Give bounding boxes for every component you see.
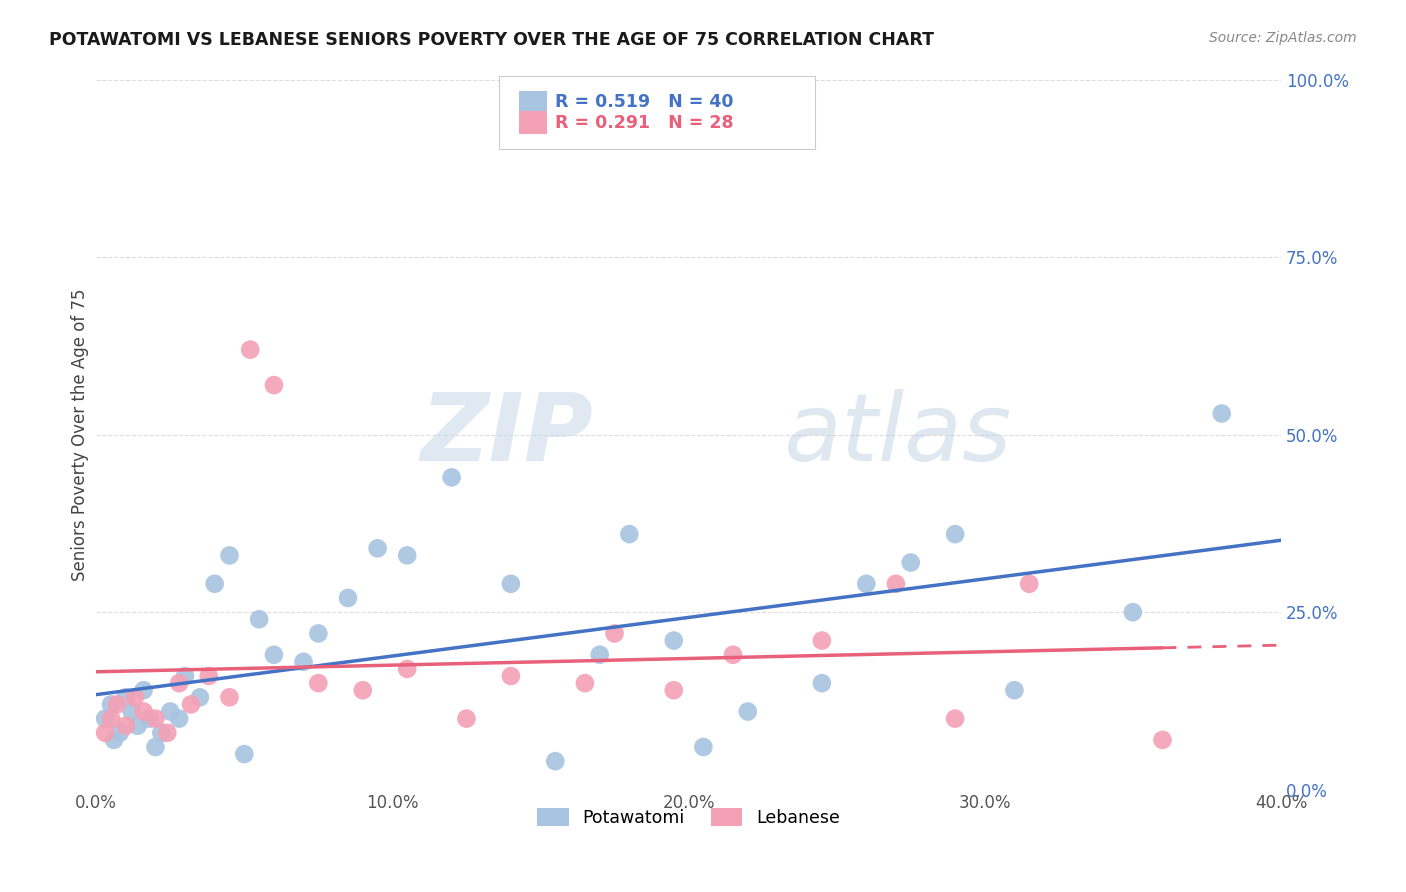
Point	[188, 690, 211, 705]
Point	[574, 676, 596, 690]
Point	[943, 712, 966, 726]
Point	[619, 527, 641, 541]
Point	[94, 726, 117, 740]
Text: R = 0.519   N = 40: R = 0.519 N = 40	[555, 93, 734, 112]
Point	[544, 754, 567, 768]
Point	[662, 633, 685, 648]
Point	[247, 612, 270, 626]
Point	[499, 576, 522, 591]
Point	[180, 698, 202, 712]
Point	[292, 655, 315, 669]
Point	[132, 705, 155, 719]
Point	[307, 676, 329, 690]
Point	[103, 732, 125, 747]
Point	[1152, 732, 1174, 747]
Point	[1122, 605, 1144, 619]
Point	[307, 626, 329, 640]
Point	[662, 683, 685, 698]
Point	[239, 343, 262, 357]
Point	[692, 739, 714, 754]
Point	[121, 705, 143, 719]
Point	[721, 648, 744, 662]
Point	[105, 698, 128, 712]
Point	[900, 556, 922, 570]
Point	[367, 541, 389, 556]
Point	[197, 669, 219, 683]
Point	[127, 719, 149, 733]
Point	[336, 591, 359, 605]
Point	[884, 576, 907, 591]
Y-axis label: Seniors Poverty Over the Age of 75: Seniors Poverty Over the Age of 75	[72, 288, 89, 581]
Point	[263, 648, 285, 662]
Point	[114, 719, 136, 733]
Point	[132, 683, 155, 698]
Point	[174, 669, 197, 683]
Point	[1211, 407, 1233, 421]
Point	[145, 739, 167, 754]
Point	[167, 676, 190, 690]
Point	[499, 669, 522, 683]
Point	[100, 698, 122, 712]
Point	[396, 662, 419, 676]
Point	[456, 712, 478, 726]
Text: R = 0.291   N = 28: R = 0.291 N = 28	[555, 113, 734, 132]
Point	[167, 712, 190, 726]
Point	[603, 626, 626, 640]
Text: ZIP: ZIP	[420, 389, 593, 481]
Point	[145, 712, 167, 726]
Point	[218, 690, 240, 705]
Point	[440, 470, 463, 484]
Point	[1018, 576, 1040, 591]
Point	[1002, 683, 1025, 698]
Point	[218, 549, 240, 563]
Point	[737, 705, 759, 719]
Point	[94, 712, 117, 726]
Point	[589, 648, 612, 662]
Point	[159, 705, 181, 719]
Point	[811, 676, 834, 690]
Point	[100, 712, 122, 726]
Text: POTAWATOMI VS LEBANESE SENIORS POVERTY OVER THE AGE OF 75 CORRELATION CHART: POTAWATOMI VS LEBANESE SENIORS POVERTY O…	[49, 31, 934, 49]
Point	[233, 747, 256, 761]
Point	[396, 549, 419, 563]
Point	[811, 633, 834, 648]
Point	[943, 527, 966, 541]
Point	[352, 683, 374, 698]
Point	[124, 690, 146, 705]
Point	[108, 726, 131, 740]
Point	[263, 378, 285, 392]
Text: Source: ZipAtlas.com: Source: ZipAtlas.com	[1209, 31, 1357, 45]
Legend: Potawatomi, Lebanese: Potawatomi, Lebanese	[530, 801, 846, 834]
Text: atlas: atlas	[783, 389, 1011, 480]
Point	[150, 726, 173, 740]
Point	[114, 690, 136, 705]
Point	[138, 712, 160, 726]
Point	[204, 576, 226, 591]
Point	[855, 576, 877, 591]
Point	[156, 726, 179, 740]
